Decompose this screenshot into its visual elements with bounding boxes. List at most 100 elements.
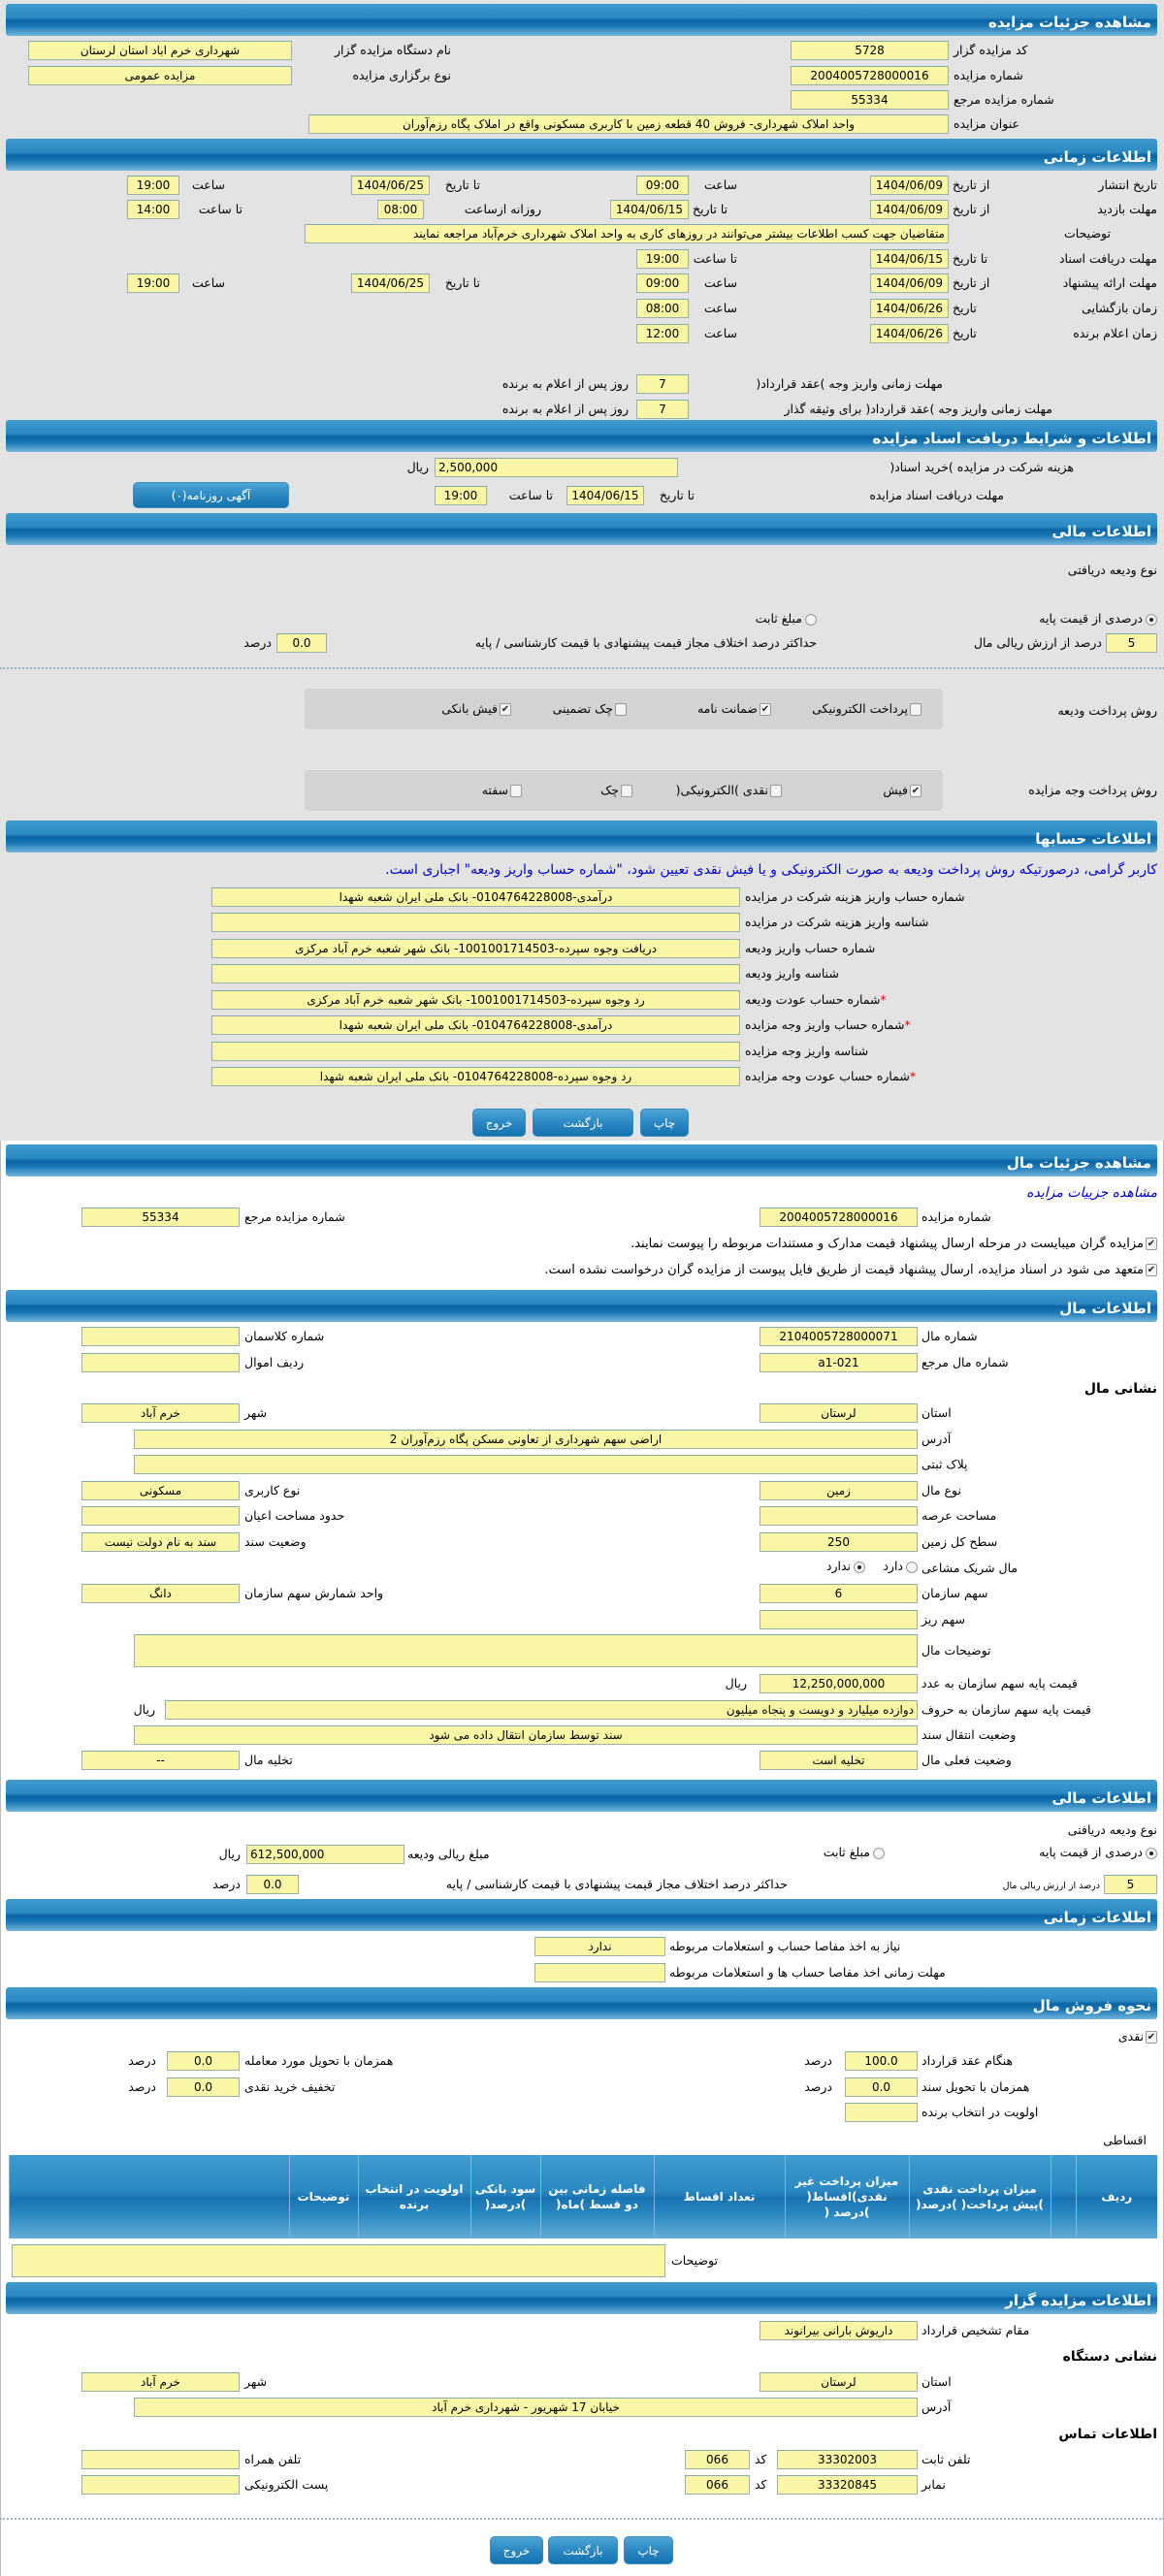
deposit-percent-label: درصد از ارزش ریالی مال — [973, 635, 1102, 650]
deposit-fixed-radio[interactable]: مبلغ ثابت — [756, 609, 817, 628]
property-usage: مسکونی — [81, 1481, 240, 1500]
property-share: 6 — [760, 1584, 918, 1603]
checkbox-unchecked-icon — [770, 785, 782, 797]
finance-header: اطلاعات مالی — [6, 513, 1157, 545]
deposit-method-bank-slip[interactable]: ✔فیش بانکی — [441, 699, 511, 719]
org-province-label: استان — [922, 2374, 952, 2389]
payment-method-cheque[interactable]: چک — [600, 781, 632, 800]
opening-date: 1404/06/26 — [870, 299, 949, 318]
notes-label: توضیحات — [1064, 226, 1111, 241]
code-field: 5728 — [791, 41, 949, 60]
account-fee-field: درآمدی-0104764228008- بانک ملی ایران شعب… — [211, 887, 740, 907]
property-class — [81, 1327, 240, 1346]
to-date-label: تا تاریخ — [444, 275, 480, 290]
deposit-amount: 612,500,000 — [246, 1845, 404, 1864]
payment-method-promissory[interactable]: سفته — [482, 781, 522, 800]
pay-deadline-days: 7 — [636, 374, 689, 394]
timing2-header: اطلاعات زمانی — [6, 1899, 1157, 1931]
no-attachment-commitment-checkbox[interactable]: ✔متعهد می شود در اسناد مزایده، ارسال پیش… — [544, 1261, 1157, 1280]
subject-field: واحد املاک شهرداری- فروش 40 قطعه زمین با… — [308, 114, 949, 134]
print-button[interactable]: چاپ — [640, 1109, 689, 1137]
deposit-method-label: روش پرداخت ودیعه — [1057, 703, 1157, 718]
fee-field: 2,500,000 — [435, 458, 678, 477]
back-button[interactable]: بازگشت — [533, 1109, 633, 1137]
table-header-row: ردیف میزان پرداخت نقدی )پیش پرداخت( )درص… — [9, 2155, 1157, 2238]
radio-label: مبلغ ثابت — [755, 611, 802, 626]
account-payment-id-label: شناسه واریز وجه مزایده — [745, 1044, 869, 1058]
attachment-required-checkbox[interactable]: ✔مزایده گران میبایست در مرحله ارسال پیشن… — [630, 1235, 1157, 1254]
cash-checkbox[interactable]: ✔نقدی — [1118, 2027, 1157, 2046]
column-header — [9, 2155, 289, 2238]
mobile-field — [81, 2450, 240, 2469]
radio-label: دارد — [883, 1559, 903, 1573]
deposit2-fixed-radio[interactable]: مبلغ ثابت — [824, 1843, 885, 1862]
hour-label: ساعت — [703, 326, 737, 340]
payment-method-slip[interactable]: ✔فیش — [883, 781, 922, 800]
shared-no-radio[interactable]: ندارد — [826, 1557, 865, 1576]
newspaper-ad-button[interactable]: آگهی روزنامه(۰) — [133, 482, 289, 508]
property-share-label: سهم سازمان — [922, 1586, 988, 1600]
deposit-percent-radio[interactable]: درصدی از قیمت پایه — [1039, 609, 1157, 628]
column-header: توضیحات — [288, 2155, 358, 2238]
property-price-words: دوازده میلیارد و دویست و پنجاه میلیون — [165, 1700, 918, 1720]
checkbox-unchecked-icon — [621, 785, 632, 797]
accounts-notice: کاربر گرامی، درصورتیکه روش پرداخت ودیعه … — [385, 862, 1157, 878]
number-label: شماره مزایده — [954, 68, 1023, 82]
property-building — [81, 1506, 240, 1526]
radio-label: مبلغ ثابت — [823, 1845, 870, 1859]
org-address-label: آدرس — [922, 2399, 952, 2414]
exit-button[interactable]: خروج — [490, 2536, 543, 2564]
auction-details-link[interactable]: مشاهده جزییات مزایده — [1026, 1185, 1157, 1201]
finance2-header: اطلاعات مالی — [6, 1780, 1157, 1812]
column-header: اولویت در انتخاب برنده — [357, 2155, 470, 2238]
percent-unit: درصد — [128, 2053, 156, 2068]
checkbox-label: فیش — [883, 783, 908, 797]
visit-from-date: 1404/06/09 — [870, 200, 949, 219]
item-details-page — [0, 1141, 1164, 2576]
property-province: لرستان — [760, 1403, 918, 1423]
checkbox-unchecked-icon — [510, 785, 522, 797]
back-button[interactable]: بازگشت — [548, 2536, 618, 2564]
delivery-percent: 0.0 — [167, 2051, 240, 2071]
priority-label: اولویت در انتخاب برنده — [922, 2105, 1039, 2119]
hour-label: ساعت — [703, 275, 737, 290]
pay-deadline-suffix: روز پس از اعلام به برنده — [501, 376, 629, 391]
property-description-label: توضیحات مال — [922, 1643, 991, 1658]
auction-details-header: مشاهده جزئیات مزایده — [6, 4, 1157, 36]
org-address-heading: نشانی دستگاه — [1062, 2349, 1157, 2365]
installments-label: اقساطی — [1103, 2133, 1147, 2147]
max-diff-field: 0.0 — [246, 1875, 299, 1894]
max-diff-label: حداکثر درصد اختلاف مجاز قیمت پیشنهادی با… — [474, 635, 817, 650]
deposit2-percent-radio[interactable]: درصدی از قیمت پایه — [1039, 1843, 1157, 1862]
phone-field: 33302003 — [777, 2450, 918, 2469]
item-ref-label: شماره مزایده مرجع — [244, 1209, 345, 1224]
payment-method-cash[interactable]: نقدی )الکترونیکی( — [676, 781, 782, 800]
fee-label: هزینه شرکت در مزایده )خرید اسناد( — [889, 460, 1074, 474]
phone-code-field: 066 — [685, 2450, 750, 2469]
checkbox-label: مزایده گران میبایست در مرحله ارسال پیشنه… — [630, 1237, 1144, 1251]
property-shared-label: مال شریک مشاعی — [922, 1561, 1018, 1575]
deposit-method-electronic[interactable]: پرداخت الکترونیکی — [812, 699, 922, 719]
divider — [0, 2518, 1164, 2520]
property-plate — [134, 1455, 918, 1474]
mobile-label: تلفن همراه — [244, 2452, 302, 2466]
deposit-method-cheque[interactable]: چک تضمینی — [553, 699, 627, 719]
clearance-field: ندارد — [534, 1937, 665, 1956]
docs-to-time: 19:00 — [435, 486, 487, 505]
account-deposit-refund-field: رد وجوه سپرده-1001001714503- بانک شهر شع… — [211, 990, 740, 1010]
shared-yes-radio[interactable]: دارد — [883, 1557, 918, 1576]
publish-from-date: 1404/06/09 — [870, 176, 949, 195]
radio-unchecked-icon — [873, 1847, 885, 1859]
property-transfer-label: وضعیت انتقال سند — [922, 1727, 1017, 1742]
deposit-method-guarantee[interactable]: ✔ضمانت نامه — [697, 699, 771, 719]
property-class-label: شماره کلاسمان — [244, 1329, 325, 1343]
property-total: 250 — [760, 1532, 918, 1552]
property-province-label: استان — [922, 1405, 952, 1420]
checkbox-checked-icon: ✔ — [1146, 1238, 1157, 1250]
property-share-unit: دانگ — [81, 1584, 240, 1603]
exit-button[interactable]: خروج — [472, 1109, 526, 1137]
print-button[interactable]: چاپ — [624, 2536, 673, 2564]
checkbox-checked-icon: ✔ — [910, 785, 922, 797]
checkbox-checked-icon: ✔ — [1146, 1264, 1157, 1276]
publish-to-date: 1404/06/25 — [351, 176, 430, 195]
